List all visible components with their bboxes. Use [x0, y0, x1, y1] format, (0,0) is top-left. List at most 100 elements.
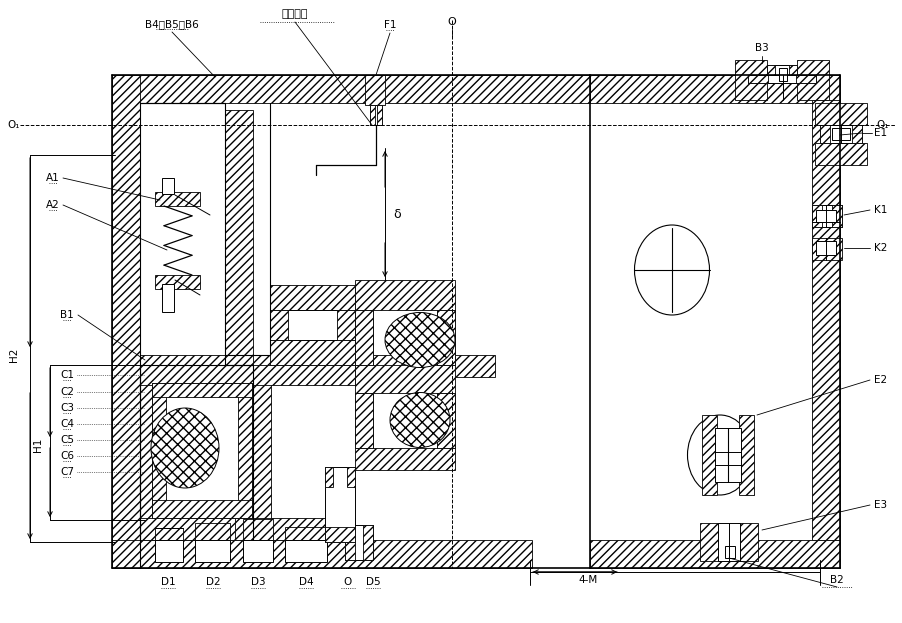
Text: E2: E2: [874, 375, 888, 385]
Bar: [437, 310, 455, 365]
Bar: [162, 284, 174, 312]
Bar: [355, 365, 455, 393]
Text: 4-M: 4-M: [578, 575, 598, 585]
Bar: [725, 546, 735, 558]
Text: C5: C5: [60, 435, 74, 445]
Bar: [235, 365, 253, 540]
Text: δ: δ: [393, 209, 400, 222]
Text: A2: A2: [46, 200, 60, 210]
Bar: [238, 383, 252, 518]
Bar: [243, 540, 273, 562]
Bar: [437, 393, 455, 448]
Bar: [735, 60, 767, 100]
Text: D1: D1: [161, 577, 175, 587]
Bar: [355, 310, 373, 365]
Bar: [112, 75, 140, 568]
Bar: [820, 125, 862, 143]
Bar: [816, 241, 836, 255]
Bar: [767, 65, 797, 83]
Bar: [337, 310, 355, 340]
Bar: [718, 523, 740, 561]
Bar: [355, 393, 373, 448]
Bar: [140, 355, 495, 377]
Bar: [155, 275, 200, 289]
Bar: [437, 310, 455, 365]
Bar: [700, 523, 720, 561]
Bar: [702, 415, 717, 495]
Text: D5: D5: [365, 577, 381, 587]
Bar: [812, 205, 842, 227]
Bar: [779, 68, 787, 81]
Text: D3: D3: [251, 577, 265, 587]
Text: D2: D2: [206, 577, 220, 587]
Bar: [355, 448, 455, 470]
Bar: [152, 383, 252, 518]
Bar: [243, 519, 273, 540]
Bar: [345, 525, 355, 560]
Text: K2: K2: [874, 243, 888, 253]
Bar: [812, 205, 822, 227]
Bar: [345, 525, 373, 560]
Text: C1: C1: [60, 370, 74, 380]
Text: B1: B1: [60, 310, 74, 320]
Bar: [162, 178, 174, 194]
Bar: [748, 75, 768, 83]
Bar: [797, 60, 829, 100]
Text: 盒式晶振: 盒式晶振: [281, 9, 308, 19]
Bar: [796, 75, 816, 83]
Bar: [347, 467, 355, 487]
Text: C2: C2: [60, 387, 74, 397]
Bar: [355, 280, 455, 310]
Bar: [195, 540, 230, 562]
Bar: [832, 205, 842, 227]
Text: C6: C6: [60, 451, 74, 461]
Bar: [365, 75, 385, 105]
Bar: [739, 415, 754, 495]
Bar: [355, 310, 373, 365]
Bar: [155, 192, 200, 206]
Bar: [140, 518, 355, 540]
Bar: [363, 525, 373, 560]
Bar: [789, 65, 797, 83]
Text: H1: H1: [33, 438, 43, 452]
Text: O₁: O₁: [876, 120, 888, 130]
Bar: [253, 355, 271, 538]
Text: C4: C4: [60, 419, 74, 429]
Text: B2: B2: [830, 575, 844, 585]
Text: O₁: O₁: [7, 120, 20, 130]
Bar: [225, 110, 253, 365]
Bar: [815, 103, 867, 125]
Bar: [270, 310, 288, 340]
Bar: [738, 523, 758, 561]
Bar: [152, 383, 166, 518]
Bar: [437, 393, 455, 448]
Text: B4、B5、B6: B4、B5、B6: [145, 19, 198, 29]
Bar: [270, 285, 355, 310]
Bar: [748, 75, 816, 83]
Bar: [285, 527, 327, 540]
Text: F1: F1: [383, 20, 396, 30]
Bar: [812, 238, 842, 260]
Ellipse shape: [687, 415, 752, 495]
Text: H2: H2: [9, 348, 19, 362]
Bar: [767, 65, 775, 83]
Text: C7: C7: [60, 467, 74, 477]
Bar: [812, 205, 842, 227]
Bar: [832, 128, 850, 140]
Bar: [140, 365, 355, 385]
Bar: [270, 340, 355, 365]
Bar: [370, 105, 382, 125]
Text: A1: A1: [46, 173, 60, 183]
Bar: [355, 393, 373, 448]
Bar: [325, 467, 333, 487]
Text: O: O: [344, 577, 352, 587]
Bar: [590, 75, 840, 103]
Text: E1: E1: [874, 128, 888, 138]
Text: D4: D4: [299, 577, 313, 587]
Ellipse shape: [390, 392, 450, 447]
Bar: [852, 125, 862, 143]
Bar: [152, 500, 252, 518]
Bar: [155, 528, 183, 540]
Bar: [820, 125, 830, 143]
Bar: [270, 310, 355, 340]
